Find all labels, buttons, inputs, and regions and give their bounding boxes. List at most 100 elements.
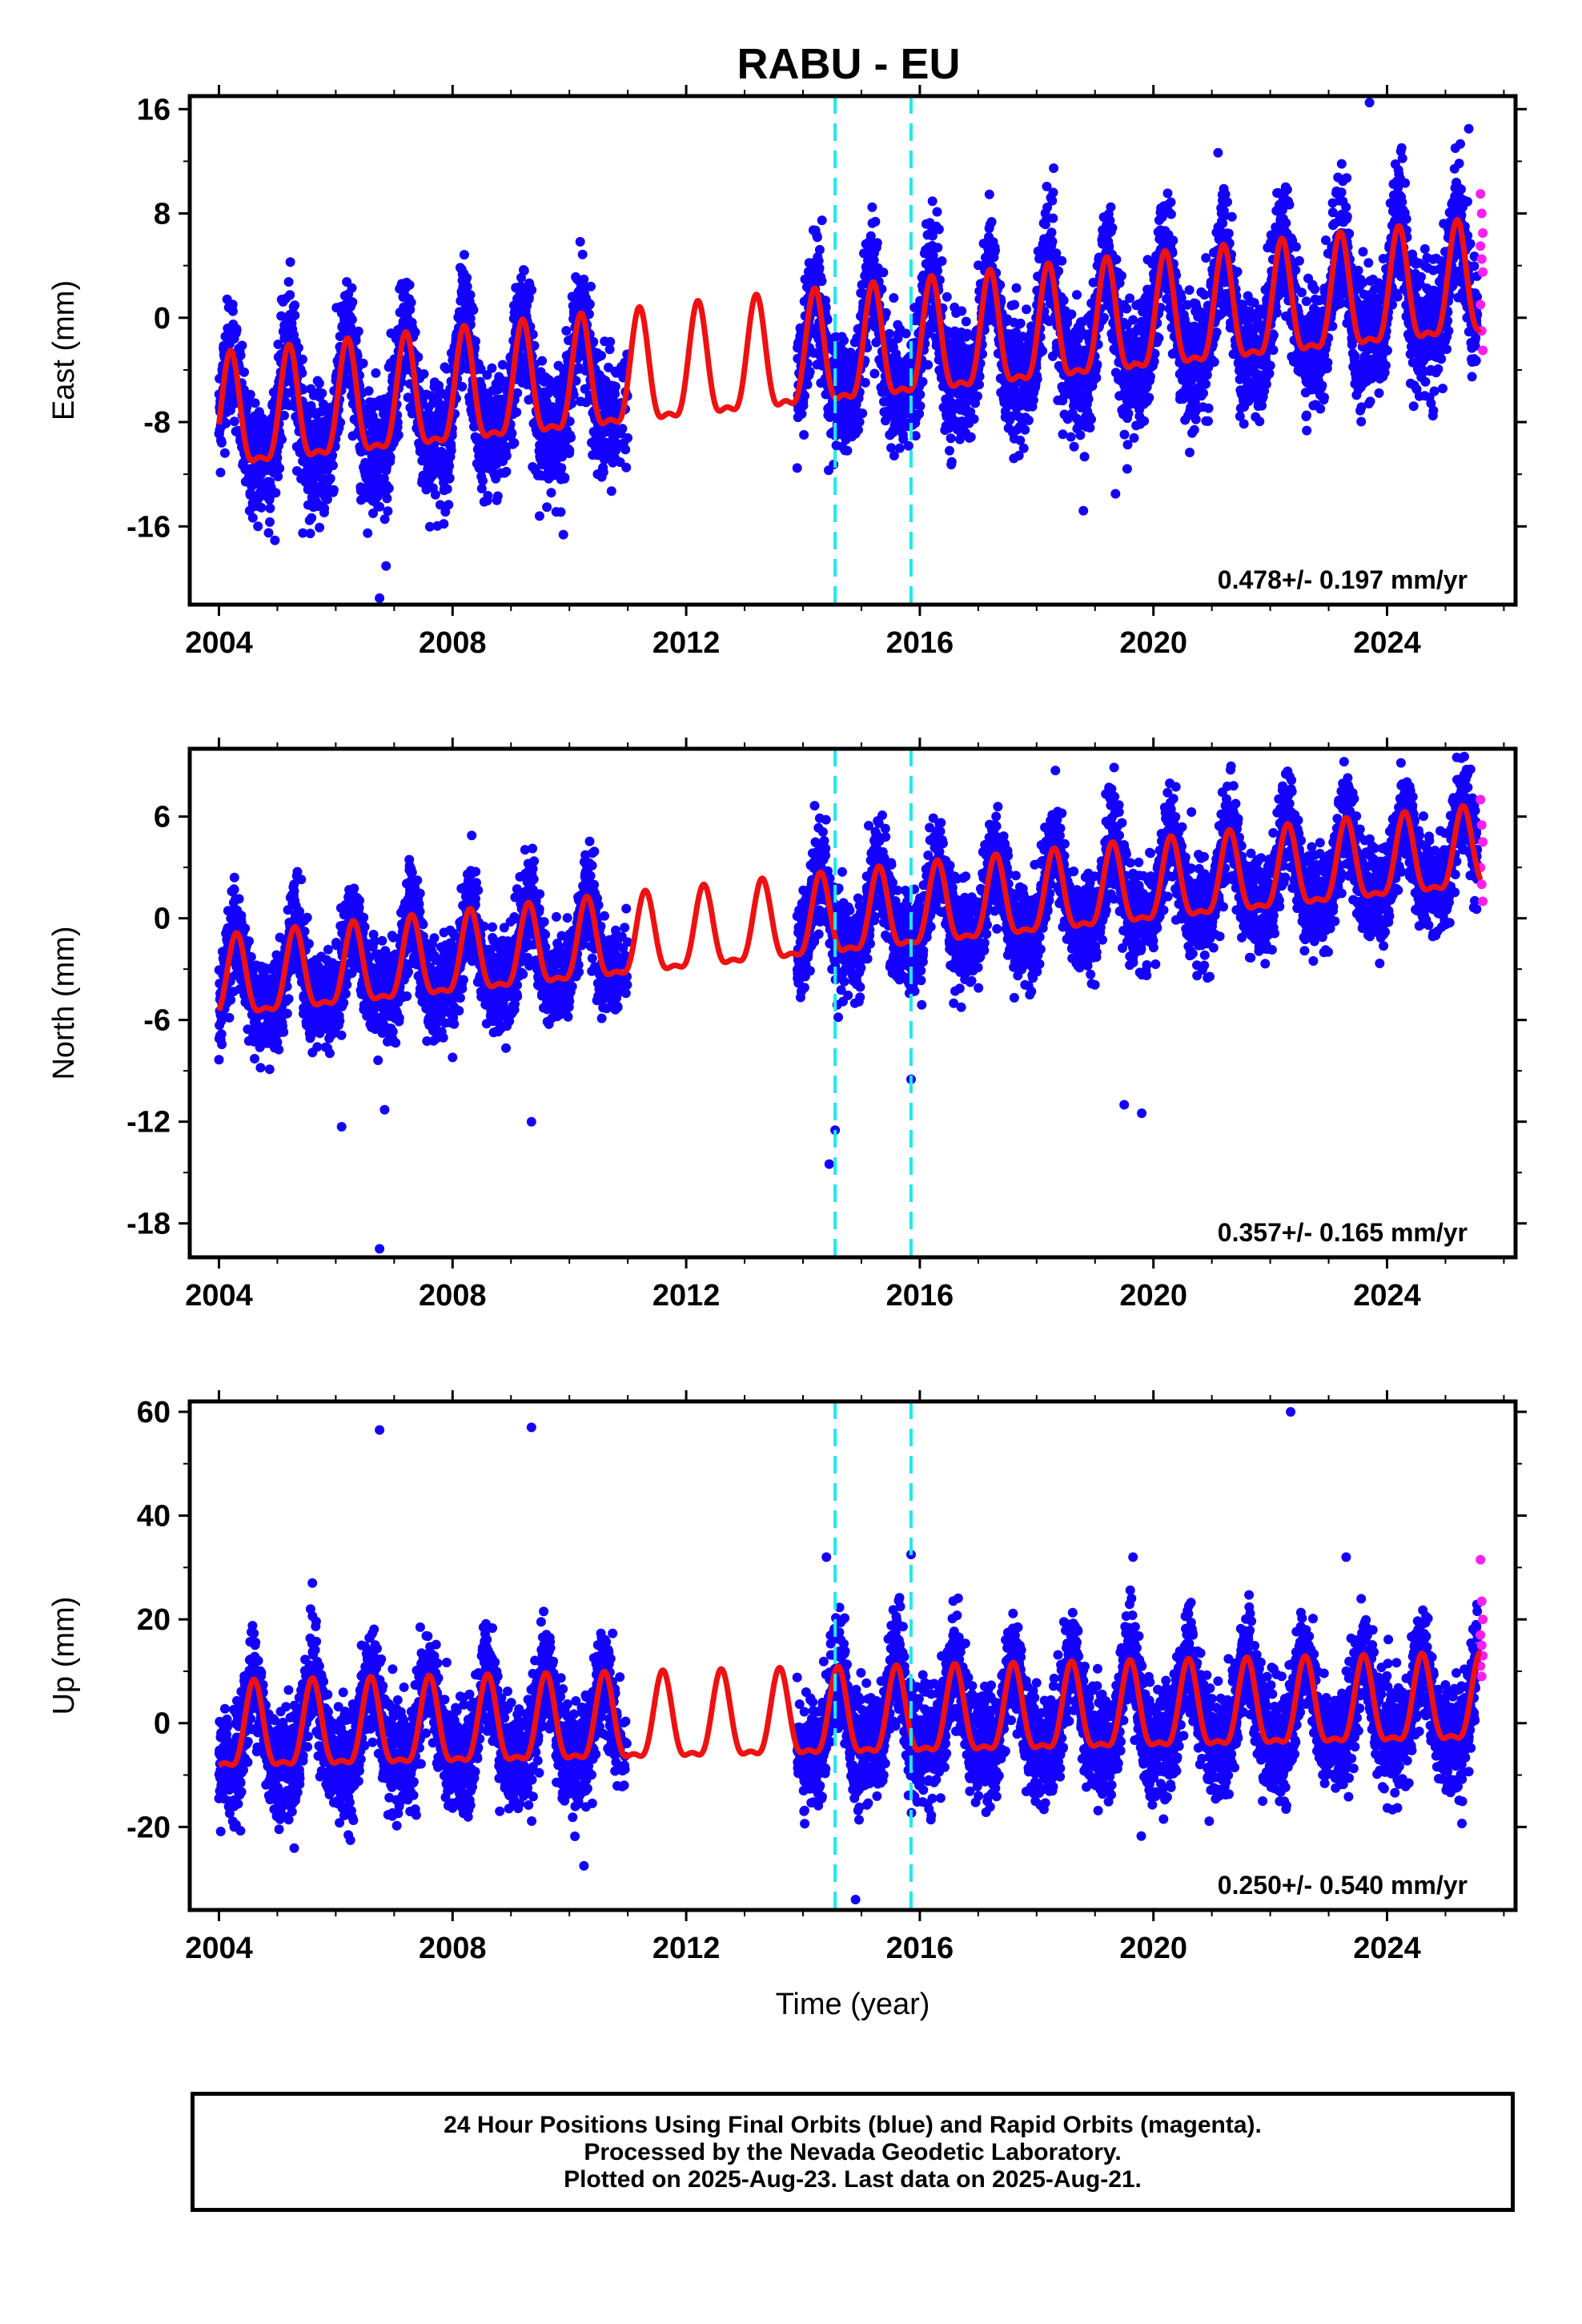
final-orbit-point [392,417,403,428]
final-orbit-point [528,329,538,340]
final-orbit-point [1166,197,1176,207]
final-orbit-point [560,472,570,483]
final-orbit-point [579,274,589,284]
final-orbit-point [493,384,503,395]
final-orbit-point [884,328,894,339]
final-orbit-point [419,369,429,379]
final-orbit-point [279,410,289,420]
final-orbit-point [298,528,308,538]
final-orbit-point [353,326,363,336]
final-orbit-point [894,443,905,453]
final-orbit-point [221,418,231,428]
final-orbit-point [1020,424,1030,435]
final-orbit-points [214,98,1483,603]
final-orbit-point [966,432,976,442]
final-orbit-point [1047,195,1058,206]
final-orbit-point [319,503,330,513]
final-orbit-point [1117,271,1126,281]
final-orbit-point [974,380,984,390]
final-orbit-point [346,323,356,333]
final-orbit-point [256,502,267,513]
final-orbit-point [1075,430,1086,440]
final-orbit-point [814,263,825,273]
final-orbit-point [247,513,258,523]
final-orbit-point [945,445,954,456]
final-orbit-point [903,440,913,451]
final-orbit-point [368,509,378,518]
final-orbit-point [293,343,303,353]
final-orbit-point [277,434,287,444]
final-orbit-point [1144,392,1154,403]
final-orbit-point [617,424,628,434]
final-orbit-point [308,483,319,493]
final-orbit-point [273,472,283,481]
final-orbit-point [1111,255,1122,265]
final-orbit-point [1048,187,1058,198]
final-orbit-point [487,363,497,373]
final-orbit-point [253,521,263,532]
final-orbit-point [442,484,452,494]
final-orbit-point [805,367,815,377]
final-orbit-point [1018,443,1029,453]
final-orbit-point [1058,296,1069,306]
final-orbit-point [347,297,358,308]
final-orbit-point [957,306,967,316]
final-orbit-point [792,463,802,473]
final-orbit-point [468,305,479,316]
final-orbit-point [405,304,416,315]
final-orbit-point [1106,202,1116,212]
final-orbit-point [237,340,247,351]
final-orbit-point [812,232,822,243]
final-orbit-point [265,517,275,527]
final-orbit-point [946,456,957,467]
final-orbit-point [1010,300,1020,310]
final-orbit-point [444,500,454,510]
final-orbit-point [227,306,238,316]
final-orbit-point [1032,374,1042,384]
final-orbit-point [1038,346,1048,356]
final-orbit-point [984,189,994,199]
final-orbit-point [1145,372,1155,382]
final-orbit-point [457,381,468,392]
final-orbit-point [285,290,295,300]
final-orbit-point [934,224,944,235]
final-orbit-point [878,267,889,278]
final-orbit-point [814,244,825,255]
final-orbit-point [869,368,880,379]
final-orbit-point [297,354,307,364]
final-orbit-point [404,279,415,290]
final-orbit-point [973,391,982,401]
final-orbit-point [459,250,469,260]
final-orbit-point [558,529,568,540]
final-orbit-point [946,433,956,444]
final-orbit-point [297,368,307,378]
final-orbit-point [371,368,381,378]
final-orbit-point [915,389,926,400]
final-orbit-point [307,513,317,523]
final-orbit-point [575,236,585,247]
final-orbit-point [424,521,435,532]
final-orbit-point [446,445,456,456]
final-orbit-point [1047,236,1058,247]
final-orbit-point [375,501,385,512]
final-orbit-point [272,452,283,463]
final-orbit-point [285,388,295,398]
final-orbit-point [265,503,275,513]
final-orbit-point [1099,312,1109,323]
final-orbit-point [335,417,346,428]
final-orbit-point [305,529,315,539]
final-orbit-point [942,292,952,302]
final-orbit-point [512,388,523,398]
final-orbit-point [327,460,338,471]
final-orbit-point [413,352,424,362]
final-orbit-point [1129,432,1139,443]
final-orbit-point [1189,424,1199,435]
final-orbit-point [937,256,947,266]
final-orbit-point [507,428,517,439]
final-orbit-point [1184,285,1195,296]
final-orbit-point [381,561,391,571]
final-orbit-point [586,281,596,292]
final-orbit-point [428,470,438,480]
final-orbit-point [283,277,294,287]
final-orbit-point [229,416,239,427]
